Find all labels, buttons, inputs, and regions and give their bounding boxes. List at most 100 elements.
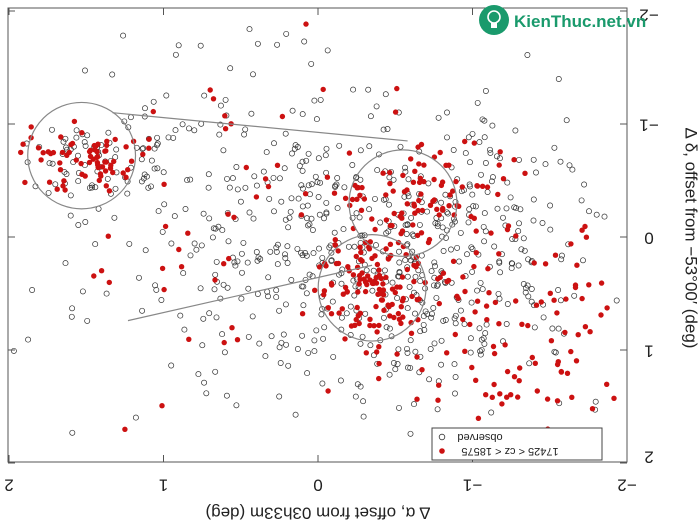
selected-point — [534, 388, 540, 394]
observed-point — [478, 171, 484, 178]
legend-entry-selected: 17425 < cz < 18575 — [461, 445, 558, 457]
observed-point — [179, 121, 186, 128]
observed-point — [212, 271, 219, 278]
selected-point — [54, 186, 60, 192]
selected-point — [146, 136, 152, 142]
selected-point — [332, 242, 339, 248]
selected-point — [125, 167, 131, 173]
observed-point — [374, 167, 381, 174]
observed-point — [145, 184, 152, 191]
observed-point — [465, 134, 472, 141]
selected-point — [79, 130, 85, 136]
observed-point — [336, 271, 343, 278]
observed-point — [525, 293, 532, 300]
observed-point — [60, 138, 67, 145]
observed-point — [434, 406, 441, 413]
observed-point — [219, 227, 226, 234]
selected-point — [372, 253, 378, 259]
observed-point — [201, 92, 208, 99]
observed-point — [271, 208, 277, 215]
observed-point — [403, 231, 410, 237]
observed-point — [426, 376, 433, 383]
observed-point — [542, 161, 549, 168]
observed-point — [253, 182, 260, 189]
observed-point — [480, 223, 487, 230]
observed-point — [407, 364, 414, 371]
selected-point — [350, 272, 357, 278]
observed-point — [470, 203, 477, 210]
selected-point — [532, 360, 538, 366]
selected-point — [331, 190, 338, 196]
observed-point — [133, 144, 140, 151]
observed-point — [517, 206, 524, 213]
observed-point — [434, 282, 441, 289]
observed-point — [508, 265, 515, 272]
observed-point — [493, 153, 500, 160]
selected-point — [396, 316, 403, 322]
observed-point — [246, 26, 253, 33]
observed-point — [515, 262, 522, 269]
observed-point — [273, 244, 280, 251]
selected-point — [123, 144, 129, 150]
selected-point — [358, 249, 364, 256]
selected-point — [398, 230, 404, 237]
selected-point — [564, 370, 571, 376]
connector-line-1 — [127, 264, 373, 322]
observed-point — [394, 295, 401, 302]
observed-point — [394, 361, 401, 367]
selected-point — [554, 398, 561, 404]
selected-point — [409, 293, 415, 300]
observed-point — [298, 283, 305, 290]
selected-point — [58, 134, 64, 140]
observed-point — [336, 142, 343, 149]
observed-point — [571, 292, 578, 299]
selected-point — [418, 230, 425, 236]
selected-point — [231, 214, 237, 220]
observed-point — [75, 178, 82, 185]
observed-point — [448, 246, 454, 253]
observed-point — [81, 139, 88, 146]
observed-point — [171, 213, 178, 220]
selected-point — [93, 143, 99, 149]
x-axis-label: Δ α, offset from 03h33m (deg) — [206, 504, 431, 523]
selected-point — [374, 349, 380, 355]
selected-point — [335, 248, 341, 254]
selected-point — [462, 348, 468, 354]
selected-point — [161, 286, 167, 293]
selected-point — [35, 145, 42, 151]
observed-point — [267, 248, 274, 255]
selected-point — [178, 264, 185, 270]
selected-point — [496, 321, 502, 327]
selected-point — [604, 381, 610, 387]
observed-point — [250, 215, 257, 222]
observed-point — [314, 179, 321, 186]
selected-point — [421, 178, 427, 185]
selected-point — [378, 297, 385, 303]
observed-point — [139, 145, 146, 152]
observed-point — [49, 160, 56, 167]
observed-point — [363, 267, 370, 274]
selected-point — [529, 354, 535, 361]
selected-point — [106, 188, 113, 194]
observed-point — [457, 307, 464, 314]
connector-line-2 — [112, 112, 408, 142]
observed-point — [84, 132, 91, 139]
selected-point — [102, 168, 109, 174]
selected-point — [551, 297, 557, 303]
selected-point — [349, 196, 356, 203]
x-tick-label: −1 — [463, 476, 482, 495]
observed-point — [284, 260, 291, 266]
selected-point — [416, 296, 422, 302]
observed-point — [547, 226, 554, 233]
observed-point — [370, 267, 377, 274]
selected-point — [437, 274, 443, 281]
y-tick-label: 1 — [644, 342, 653, 361]
observed-point — [73, 134, 80, 141]
y-tick-label: 0 — [644, 229, 653, 248]
selected-point — [404, 201, 410, 207]
observed-point — [200, 315, 207, 322]
selected-point — [353, 253, 359, 260]
observed-point — [61, 169, 68, 176]
selected-point — [374, 261, 381, 268]
observed-point — [430, 282, 437, 289]
